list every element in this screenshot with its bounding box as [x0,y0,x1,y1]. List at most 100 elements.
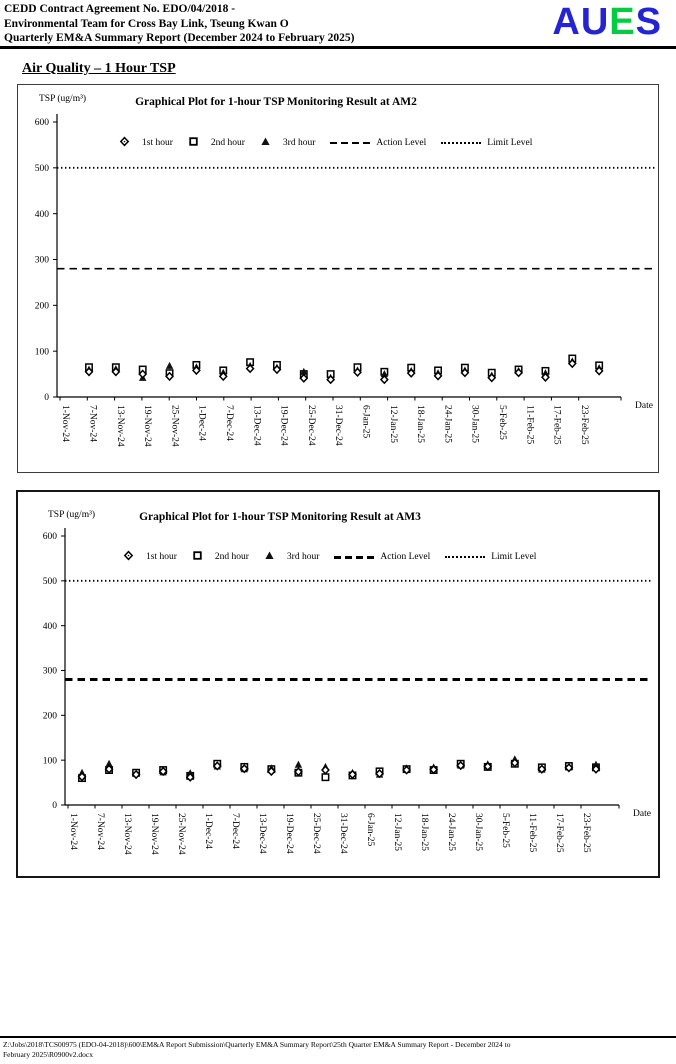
data-point-marker-diamond [266,766,276,777]
chart-title: Graphical Plot for 1-hour TSP Monitoring… [139,511,421,523]
y-tick-label: 100 [43,756,58,766]
data-point-marker-diamond [293,767,303,777]
x-tick-label: 19-Dec-24 [284,813,294,854]
data-point-marker-triangle [380,370,389,378]
data-point-marker-diamond [191,365,201,376]
x-tick-label: 30-Jan-25 [470,405,480,443]
data-point-marker-diamond [483,761,493,772]
legend-label: 2nd hour [214,552,249,562]
y-tick-label: 0 [44,393,49,403]
legend-item: 1st hour [119,136,173,150]
x-tick-label: 23-Feb-25 [581,813,591,853]
triangle-legend-icon [264,550,275,564]
header-line-3: Quarterly EM&A Summary Report (December … [4,32,355,44]
legend-label: Action Level [380,552,431,562]
data-point-marker-diamond [433,371,443,381]
y-tick-label: 400 [43,622,58,632]
data-point-marker-diamond [375,768,384,779]
data-point-marker-diamond [567,358,577,369]
data-point-marker-diamond [299,373,309,383]
x-tick-label: 1-Dec-24 [197,405,207,441]
data-point-marker-diamond [402,765,412,775]
diamond-legend-icon [123,550,134,564]
legend-item: 3rd hour [264,550,319,564]
data-point-marker-diamond [537,764,547,774]
data-point-marker-triangle [105,759,113,767]
square-legend-icon [188,136,199,150]
y-tick-label: 0 [52,801,57,811]
y-axis-label: TSP (ug/m³) [48,510,96,520]
legend-label: 1st hour [146,552,177,562]
x-tick-label: 23-Feb-25 [579,405,589,445]
x-tick-label: 24-Jan-25 [446,813,456,851]
x-tick-label: 1-Dec-24 [203,813,213,849]
triangle-legend-icon [260,136,271,150]
data-point-marker-diamond [212,761,222,771]
y-tick-label: 500 [35,164,50,174]
data-point-marker-triangle [592,760,600,768]
logo-letter: A [552,1,581,43]
x-tick-label: 17-Feb-25 [552,405,562,445]
chart-am2: Graphical Plot for 1-hour TSP Monitoring… [17,84,659,473]
data-point-marker-triangle [294,760,303,768]
data-point-marker-diamond [487,373,497,383]
data-point-marker-diamond [460,368,470,378]
data-point-marker-diamond [348,769,357,780]
legend-item: 1st hour [123,550,177,564]
data-point-marker-diamond [111,367,121,377]
x-tick-label: 7-Nov-24 [88,405,98,442]
x-tick-label: 7-Dec-24 [224,405,234,441]
data-point-marker-diamond [138,369,148,379]
y-tick-label: 300 [43,667,58,677]
aues-logo: AUES [552,2,662,42]
x-tick-label: 24-Jan-25 [442,405,452,443]
x-tick-label: 18-Jan-25 [415,405,425,443]
legend-label: 3rd hour [286,552,320,562]
footer-path: Z:\Jobs\2018\TCS00975 (EDO-04-2018)\600\… [3,1040,663,1060]
legend-item-action-level: Action Level [330,138,426,148]
y-tick-label: 600 [43,532,58,542]
x-tick-label: 11-Feb-25 [524,405,534,444]
x-tick-label: 12-Jan-25 [388,405,398,443]
logo-letter: S [635,1,662,43]
plot-area: 0 100 200 300 400 500 600 1-Nov-24 7-Nov-24 13-No… [35,114,655,447]
header-divider [0,46,676,49]
data-point-marker-diamond [158,766,168,777]
x-tick-label: 19-Nov-24 [149,813,159,855]
data-point-marker-diamond [510,758,520,768]
y-tick-label: 400 [35,210,50,220]
square-legend-icon [192,550,203,564]
data-point-marker-diamond [245,363,255,374]
x-tick-label: 13-Nov-24 [122,813,132,855]
data-point-marker-square [321,773,330,782]
dashed-line-icon [330,142,371,144]
document-header: CEDD Contract Agreement No. EDO/04/2018 … [4,2,504,46]
chart-legend: 1st hour 2nd hour 3rd hour Action Level Limi… [123,550,536,564]
x-tick-label: 19-Nov-24 [142,405,152,447]
x-tick-label: 30-Jan-25 [473,813,483,851]
x-tick-label: 7-Nov-24 [95,813,105,850]
data-point-marker-diamond [104,764,114,774]
chart-legend: 1st hour 2nd hour 3rd hour Action Level Limi… [119,136,532,150]
x-tick-label: 7-Dec-24 [230,813,240,849]
data-point-marker-diamond [321,765,330,775]
legend-label: Limit Level [491,552,537,562]
data-point-marker-diamond [165,371,174,382]
y-tick-label: 200 [35,302,50,312]
legend-item-limit-level: Limit Level [445,552,536,562]
x-tick-label: 25-Dec-24 [311,813,321,854]
data-point-marker-diamond [353,367,362,377]
data-point-marker-diamond [185,772,195,782]
x-tick-label: 31-Dec-24 [338,813,348,854]
footer-divider [0,1036,676,1038]
legend-label: 3rd hour [282,138,316,148]
data-point-marker-diamond [84,367,94,377]
x-tick-label: 1-Nov-24 [60,405,70,442]
data-point-marker-diamond [239,763,249,774]
diamond-legend-icon [119,136,130,150]
x-tick-label: 13-Dec-24 [251,405,261,446]
y-tick-label: 500 [43,577,58,587]
x-axis-title: Date [633,809,651,819]
x-tick-label: 6-Jan-25 [361,405,371,438]
